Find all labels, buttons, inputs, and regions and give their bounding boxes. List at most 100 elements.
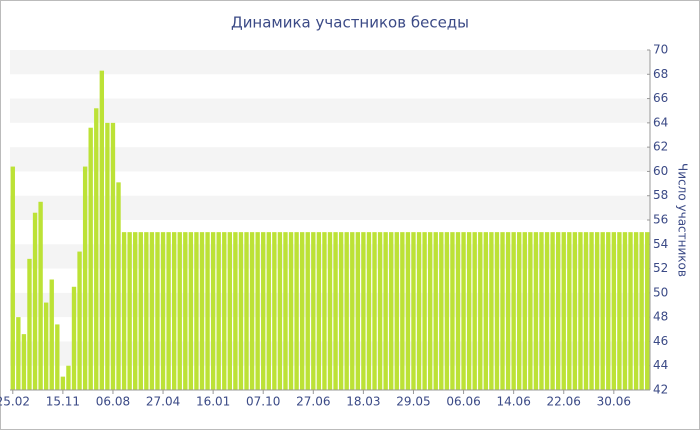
bar xyxy=(16,317,21,390)
y-tick-label: 66 xyxy=(653,91,668,105)
bar xyxy=(633,232,639,390)
bar xyxy=(411,232,416,390)
bar xyxy=(43,302,49,390)
bar xyxy=(366,232,372,390)
bar xyxy=(377,232,383,390)
bar xyxy=(10,166,15,390)
bar xyxy=(433,232,438,390)
grid-band xyxy=(10,98,650,123)
x-tick-label: 27.04 xyxy=(146,395,180,409)
bar xyxy=(472,232,477,390)
bar xyxy=(494,232,500,390)
bar xyxy=(82,166,88,390)
bar xyxy=(405,232,411,390)
bar xyxy=(645,232,650,390)
bar xyxy=(305,232,310,390)
y-tick-label: 58 xyxy=(653,188,668,202)
bar xyxy=(622,232,628,390)
bar xyxy=(238,232,244,390)
bar xyxy=(522,232,527,390)
bar xyxy=(249,232,255,390)
bar xyxy=(60,376,66,390)
bar xyxy=(461,232,466,390)
bar xyxy=(344,232,349,390)
bar xyxy=(210,232,216,390)
bar xyxy=(138,232,143,390)
bar xyxy=(511,232,516,390)
bar xyxy=(222,232,227,390)
bar xyxy=(160,232,166,390)
chart-title: Динамика участников беседы xyxy=(231,14,469,32)
y-tick-label: 54 xyxy=(653,237,668,251)
bar xyxy=(589,232,594,390)
bar xyxy=(383,232,388,390)
bar xyxy=(21,334,27,390)
bar xyxy=(455,232,461,390)
bar xyxy=(255,232,260,390)
bar xyxy=(606,232,611,390)
bar xyxy=(600,232,605,390)
bar xyxy=(355,232,361,390)
bar xyxy=(171,232,177,390)
bar xyxy=(55,324,60,390)
bar xyxy=(400,232,405,390)
bar xyxy=(205,232,210,390)
bar xyxy=(277,232,283,390)
bar xyxy=(272,232,277,390)
bar xyxy=(517,232,522,390)
bar xyxy=(105,122,110,390)
bar xyxy=(94,108,99,391)
y-tick-label: 68 xyxy=(653,67,668,81)
bar xyxy=(489,232,494,390)
bar xyxy=(617,232,622,390)
x-tick-label: 25.02 xyxy=(0,395,30,409)
grid-band xyxy=(10,50,650,75)
bar xyxy=(422,232,427,390)
bar xyxy=(283,232,288,390)
y-tick-label: 46 xyxy=(653,334,668,348)
y-tick-label: 56 xyxy=(653,213,668,227)
y-tick-label: 52 xyxy=(653,261,668,275)
bar xyxy=(183,232,188,390)
bar xyxy=(639,232,644,390)
bar xyxy=(77,251,82,390)
bar xyxy=(149,232,155,390)
y-axis-label: Число участников xyxy=(676,163,690,277)
bar xyxy=(338,232,344,390)
bar xyxy=(528,232,533,390)
bar xyxy=(233,232,238,390)
bar xyxy=(288,232,294,390)
bar xyxy=(99,70,105,391)
y-tick-label: 64 xyxy=(653,115,668,129)
bar xyxy=(561,232,566,390)
bar xyxy=(578,232,583,390)
bar xyxy=(261,232,266,390)
bar xyxy=(550,232,555,390)
bar xyxy=(327,232,333,390)
bar xyxy=(322,232,327,390)
bar xyxy=(372,232,377,390)
x-tick-label: 18.03 xyxy=(346,395,380,409)
bar xyxy=(389,232,394,390)
y-tick-label: 42 xyxy=(653,383,668,397)
bar xyxy=(294,232,299,390)
bar xyxy=(555,232,561,390)
y-tick-label: 60 xyxy=(653,164,668,178)
bar xyxy=(572,232,578,390)
y-tick-label: 70 xyxy=(653,43,668,57)
bar xyxy=(350,232,355,390)
bar xyxy=(361,232,366,390)
bar xyxy=(539,232,544,390)
bar xyxy=(194,232,199,390)
bar xyxy=(416,232,422,390)
x-tick-label: 07.10 xyxy=(246,395,280,409)
bar xyxy=(500,232,505,390)
bar xyxy=(38,201,43,390)
bar xyxy=(155,232,160,390)
bar xyxy=(505,232,511,390)
bar xyxy=(316,232,322,390)
bar xyxy=(266,232,271,390)
bar xyxy=(199,232,205,390)
bar xyxy=(27,258,32,390)
